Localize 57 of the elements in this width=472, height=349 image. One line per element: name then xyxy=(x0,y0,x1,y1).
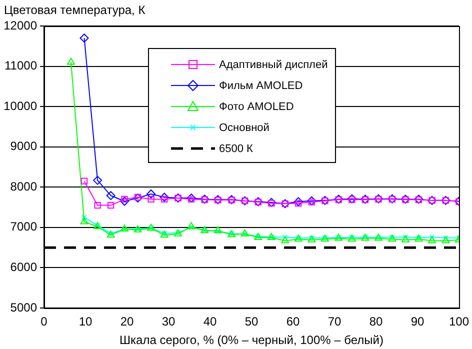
legend-label: 6500 К xyxy=(218,142,253,154)
point xyxy=(281,236,290,244)
point xyxy=(308,198,315,206)
point xyxy=(94,202,101,209)
x-axis-title: Шкала серого, % (0% – черный, 100% – белый) xyxy=(120,333,384,347)
x-tick-label: 0 xyxy=(40,314,48,329)
legend-label: Адаптивный дисплей xyxy=(218,58,328,70)
x-tick-label: 90 xyxy=(410,314,424,329)
x-tick-label: 100 xyxy=(448,314,470,329)
point xyxy=(402,234,408,240)
point xyxy=(120,196,130,206)
x-tick-label: 20 xyxy=(120,314,134,329)
y-axis-title: Цветовая температура, К xyxy=(4,3,146,17)
y-tick-label: 9000 xyxy=(10,139,38,154)
y-tick-label: 11000 xyxy=(4,58,38,73)
point xyxy=(428,236,436,244)
point xyxy=(429,234,435,240)
x-tick-label: 60 xyxy=(286,314,300,329)
point xyxy=(282,234,288,240)
point xyxy=(146,189,156,198)
point xyxy=(188,224,194,230)
point xyxy=(240,229,249,236)
point xyxy=(93,176,102,185)
point xyxy=(307,196,316,206)
point xyxy=(215,228,220,234)
point xyxy=(80,178,88,184)
x-tick-label: 70 xyxy=(328,314,342,329)
x-tick-label: 80 xyxy=(369,314,383,329)
point xyxy=(121,196,128,203)
x-tick-label: 30 xyxy=(162,314,176,329)
y-tick-label: 7000 xyxy=(10,220,38,234)
point xyxy=(80,34,89,43)
y-tick-label: 8000 xyxy=(10,179,38,194)
y-tick-label: 5000 xyxy=(10,300,38,314)
point xyxy=(160,192,169,202)
legend-label: Фото AMOLED xyxy=(218,100,294,112)
legend-label: Основной xyxy=(218,122,270,134)
point xyxy=(80,217,88,224)
point xyxy=(106,191,116,200)
point xyxy=(107,202,114,209)
point xyxy=(187,222,196,230)
point xyxy=(443,235,448,241)
x-tick-label: 10 xyxy=(78,314,92,329)
point xyxy=(294,197,303,206)
point xyxy=(188,196,195,203)
x-tick-label: 40 xyxy=(203,314,217,329)
y-tick-label: 12000 xyxy=(4,18,38,32)
point xyxy=(295,200,302,207)
x-tick-label: 50 xyxy=(244,314,258,329)
point xyxy=(401,235,410,242)
point xyxy=(161,196,168,203)
y-tick-label: 10000 xyxy=(4,98,38,113)
legend-label: Фильм AMOLED xyxy=(218,80,303,92)
y-tick-label: 6000 xyxy=(10,260,38,274)
point xyxy=(442,236,450,244)
point xyxy=(148,196,154,203)
point xyxy=(214,226,222,234)
